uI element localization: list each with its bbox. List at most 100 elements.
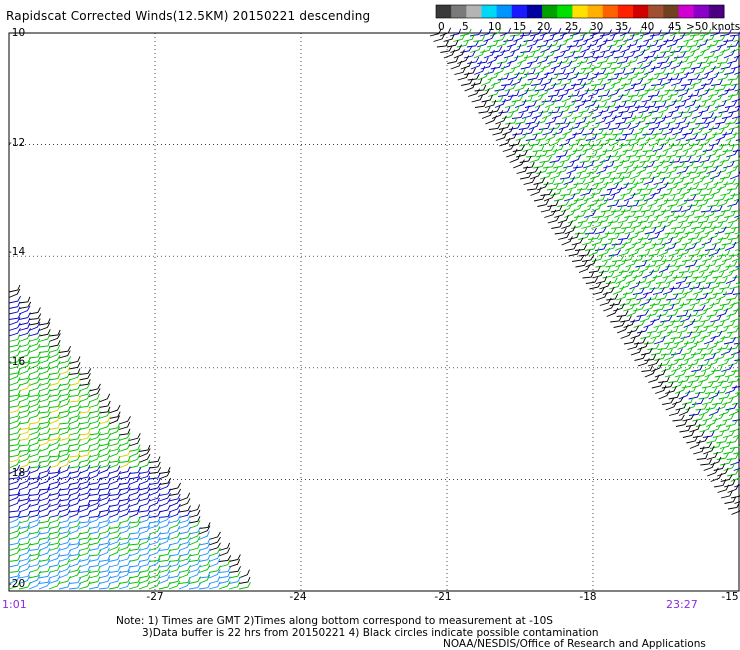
wind-barb xyxy=(58,504,71,513)
wind-barb xyxy=(636,309,649,317)
wind-barb xyxy=(148,510,161,518)
wind-barb xyxy=(68,498,81,507)
wind-barb xyxy=(138,554,151,562)
wind-barb xyxy=(688,375,701,383)
wind-barb xyxy=(616,324,629,334)
wind-barb xyxy=(640,44,652,53)
wind-barb xyxy=(38,421,51,430)
wind-barb xyxy=(18,382,31,392)
wind-barb xyxy=(698,374,711,383)
wind-barb xyxy=(568,248,581,257)
wind-barb xyxy=(484,82,496,92)
wind-barb xyxy=(58,465,71,474)
wind-barb xyxy=(178,580,191,590)
wind-barb xyxy=(697,56,710,64)
wind-barb xyxy=(148,497,160,507)
wind-barb xyxy=(654,242,667,251)
wind-barb xyxy=(586,166,599,174)
wind-barb xyxy=(637,215,650,224)
wind-barb xyxy=(701,363,713,372)
wind-barb xyxy=(734,501,740,504)
wind-barb xyxy=(620,60,632,70)
wind-barb xyxy=(698,392,711,400)
wind-barb xyxy=(693,49,706,59)
wind-barb xyxy=(28,564,41,573)
wind-barb xyxy=(709,154,721,163)
wind-barb xyxy=(694,66,706,75)
wind-barb xyxy=(640,60,653,70)
wind-barb xyxy=(88,582,101,590)
wind-barb xyxy=(702,126,714,136)
wind-barb xyxy=(644,101,657,108)
wind-barb xyxy=(689,424,701,433)
wind-barb xyxy=(613,159,625,169)
wind-barb xyxy=(653,159,665,169)
wind-barb xyxy=(622,144,635,152)
wind-barb xyxy=(647,73,660,81)
wind-barb xyxy=(657,215,670,224)
wind-barb xyxy=(48,526,62,535)
wind-barb xyxy=(601,110,614,119)
wind-barb xyxy=(726,293,739,301)
wind-barb xyxy=(575,133,588,141)
wind-barb xyxy=(613,51,626,59)
wind-barb xyxy=(88,514,101,524)
wind-barb xyxy=(677,56,690,64)
wind-barb xyxy=(588,233,601,240)
wind-barb xyxy=(560,60,573,70)
wind-barb xyxy=(108,476,121,485)
wind-barb xyxy=(567,71,580,81)
wind-barb xyxy=(78,388,91,397)
wind-barb xyxy=(548,90,560,97)
wind-barb xyxy=(702,413,715,422)
wind-barb xyxy=(208,569,221,579)
wind-barb xyxy=(706,181,719,191)
wind-barb xyxy=(660,348,673,356)
wind-barb xyxy=(474,84,487,92)
wind-barb xyxy=(626,181,639,191)
map-title: Rapidscat Corrected Winds(12.5KM) 201502… xyxy=(6,9,371,23)
wind-barb xyxy=(168,555,182,562)
wind-barb xyxy=(158,504,171,513)
wind-barb xyxy=(603,302,615,312)
wind-barb xyxy=(68,482,81,491)
wind-barb xyxy=(68,450,81,458)
wind-barb xyxy=(108,536,121,546)
wind-barb xyxy=(713,446,725,455)
wind-barb xyxy=(642,145,655,152)
wind-barb xyxy=(639,297,652,306)
wind-barb xyxy=(725,275,737,284)
wind-barb xyxy=(148,575,161,584)
wind-barb xyxy=(699,442,713,449)
wind-barb xyxy=(537,72,549,81)
wind-barb xyxy=(715,243,727,251)
wind-barb xyxy=(587,198,600,207)
wind-barb xyxy=(662,270,675,279)
wind-barb xyxy=(733,164,740,169)
wind-barb xyxy=(28,321,41,331)
wind-barb xyxy=(661,77,673,86)
wind-barb xyxy=(630,205,643,213)
wind-barb xyxy=(499,27,512,37)
wind-barb xyxy=(536,166,549,174)
wind-barb xyxy=(38,509,51,518)
wind-barb xyxy=(88,393,100,403)
wind-barb xyxy=(604,242,617,251)
wind-barb xyxy=(697,343,710,350)
wind-barb xyxy=(18,400,31,408)
wind-barb xyxy=(712,271,725,279)
wind-barb xyxy=(617,56,629,64)
wind-barb xyxy=(18,494,31,502)
wind-barb xyxy=(28,515,41,524)
wind-barb xyxy=(666,181,679,191)
wind-barb xyxy=(188,582,202,590)
wind-barb xyxy=(118,421,131,430)
y-tick-label: -12 xyxy=(8,137,26,149)
wind-barb xyxy=(613,320,626,328)
wind-barb xyxy=(18,360,31,370)
wind-barb xyxy=(687,73,700,81)
wind-barb xyxy=(708,231,720,240)
wind-barb xyxy=(542,127,555,136)
wind-barb xyxy=(694,210,707,218)
wind-barb xyxy=(98,541,111,551)
